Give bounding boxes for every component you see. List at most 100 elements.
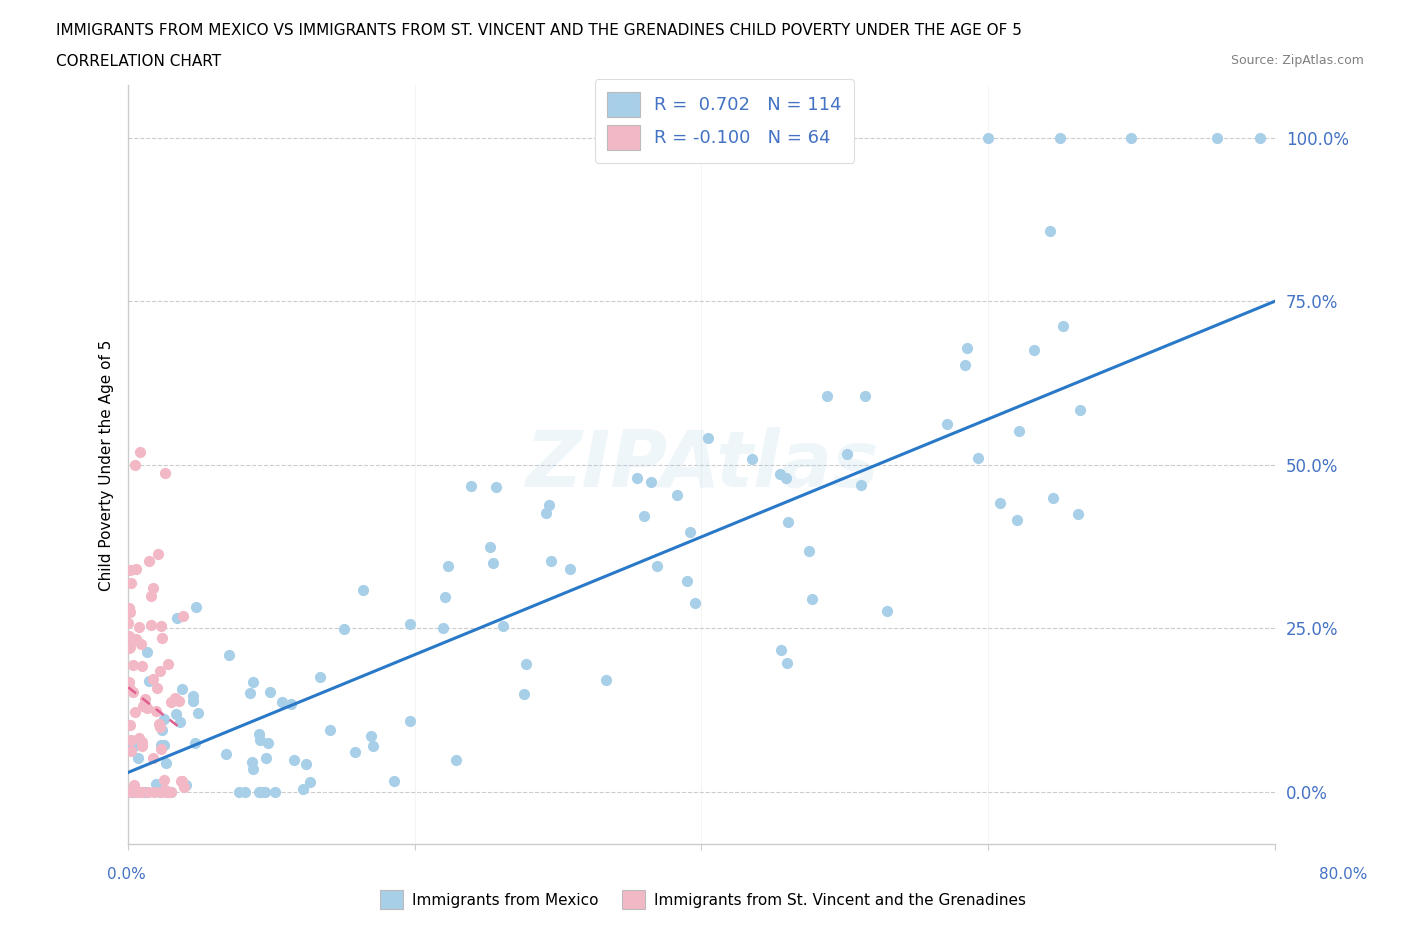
Point: [145, 704, 167, 719]
Point: [247, 785, 270, 800]
Text: IMMIGRANTS FROM MEXICO VS IMMIGRANTS FROM ST. VINCENT AND THE GRENADINES CHILD P: IMMIGRANTS FROM MEXICO VS IMMIGRANTS FRO…: [56, 23, 1022, 38]
Point: [956, 340, 979, 355]
Point: [120, 576, 142, 591]
Point: [149, 737, 172, 752]
Point: [263, 785, 285, 800]
Point: [173, 779, 195, 794]
Point: [120, 785, 142, 800]
Point: [118, 785, 141, 800]
Point: [1039, 224, 1062, 239]
Point: [775, 656, 797, 671]
Point: [849, 477, 872, 492]
Point: [626, 471, 648, 485]
Point: [513, 686, 536, 701]
Point: [436, 559, 458, 574]
Point: [135, 700, 157, 715]
Point: [536, 506, 558, 521]
Point: [271, 695, 294, 710]
Point: [444, 752, 467, 767]
Point: [343, 745, 366, 760]
Point: [150, 741, 173, 756]
Point: [131, 734, 153, 749]
Point: [1008, 424, 1031, 439]
Text: 80.0%: 80.0%: [1319, 867, 1367, 882]
Point: [295, 756, 318, 771]
Point: [128, 731, 150, 746]
Point: [769, 467, 792, 482]
Point: [153, 773, 176, 788]
Point: [149, 785, 172, 800]
Point: [1121, 130, 1143, 145]
Point: [165, 690, 187, 705]
Point: [141, 589, 163, 604]
Point: [153, 737, 176, 752]
Point: [170, 682, 193, 697]
Point: [146, 681, 169, 696]
Point: [1042, 490, 1064, 505]
Point: [128, 785, 150, 800]
Point: [129, 636, 152, 651]
Point: [558, 562, 581, 577]
Point: [128, 619, 150, 634]
Point: [131, 658, 153, 673]
Point: [170, 774, 193, 789]
Point: [174, 777, 197, 792]
Point: [352, 583, 374, 598]
Text: Source: ZipAtlas.com: Source: ZipAtlas.com: [1230, 54, 1364, 67]
Point: [118, 640, 141, 655]
Point: [118, 601, 141, 616]
Point: [228, 785, 250, 800]
Point: [853, 389, 876, 404]
Point: [640, 474, 662, 489]
Point: [482, 555, 505, 570]
Text: 0.0%: 0.0%: [107, 867, 146, 882]
Point: [118, 629, 141, 644]
Point: [988, 496, 1011, 511]
Point: [815, 389, 838, 404]
Point: [118, 717, 141, 732]
Point: [360, 729, 382, 744]
Point: [433, 589, 456, 604]
Point: [122, 785, 145, 800]
Point: [132, 785, 155, 800]
Point: [1005, 513, 1028, 528]
Point: [645, 558, 668, 573]
Point: [165, 707, 187, 722]
Point: [139, 618, 162, 633]
Point: [122, 785, 145, 800]
Point: [128, 445, 150, 459]
Point: [183, 688, 205, 703]
Point: [741, 451, 763, 466]
Point: [537, 498, 560, 512]
Point: [167, 694, 190, 709]
Point: [160, 695, 183, 710]
Point: [259, 684, 281, 699]
Point: [169, 714, 191, 729]
Point: [183, 694, 205, 709]
Point: [143, 785, 166, 800]
Point: [797, 544, 820, 559]
Text: CORRELATION CHART: CORRELATION CHART: [56, 54, 221, 69]
Point: [242, 762, 264, 777]
Point: [257, 736, 280, 751]
Point: [138, 553, 160, 568]
Point: [1249, 130, 1271, 145]
Point: [155, 785, 177, 800]
Legend: R =  0.702   N = 114, R = -0.100   N = 64: R = 0.702 N = 114, R = -0.100 N = 64: [595, 79, 855, 163]
Point: [146, 547, 169, 562]
Point: [254, 751, 277, 765]
Point: [633, 509, 655, 524]
Point: [432, 620, 454, 635]
Point: [666, 487, 689, 502]
Point: [485, 479, 508, 494]
Point: [150, 618, 173, 633]
Point: [157, 785, 180, 800]
Point: [233, 785, 256, 800]
Point: [242, 675, 264, 690]
Point: [1022, 343, 1045, 358]
Point: [966, 451, 988, 466]
Point: [149, 785, 172, 800]
Point: [398, 617, 420, 631]
Y-axis label: Child Poverty Under the Age of 5: Child Poverty Under the Age of 5: [100, 339, 114, 591]
Point: [1067, 507, 1090, 522]
